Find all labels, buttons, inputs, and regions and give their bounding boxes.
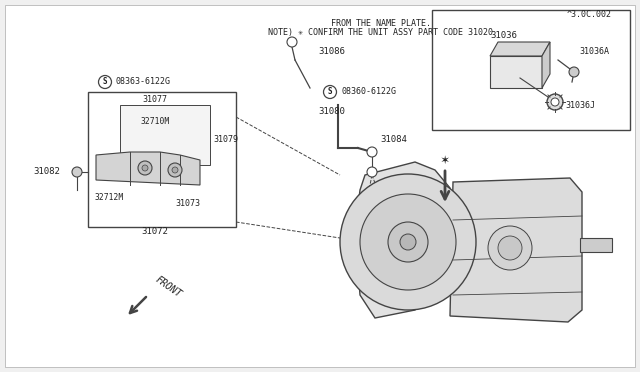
Circle shape xyxy=(287,37,297,47)
Text: 31036A: 31036A xyxy=(579,48,609,57)
Text: 31080: 31080 xyxy=(318,108,345,116)
Polygon shape xyxy=(450,178,582,322)
Circle shape xyxy=(367,167,377,177)
Circle shape xyxy=(323,86,337,99)
Circle shape xyxy=(498,236,522,260)
Circle shape xyxy=(388,222,428,262)
Text: ✶: ✶ xyxy=(441,153,449,167)
Text: 32712M: 32712M xyxy=(95,193,124,202)
Text: 08363-6122G: 08363-6122G xyxy=(116,77,171,87)
Bar xyxy=(580,238,612,252)
Polygon shape xyxy=(96,152,200,185)
Circle shape xyxy=(172,167,178,173)
Circle shape xyxy=(551,98,559,106)
Bar xyxy=(432,10,630,130)
Circle shape xyxy=(72,167,82,177)
Text: 31036J: 31036J xyxy=(565,100,595,109)
Text: 08360-6122G: 08360-6122G xyxy=(341,87,396,96)
Circle shape xyxy=(367,147,377,157)
Text: 31073: 31073 xyxy=(175,199,200,208)
Text: NOTE) ✳ CONFIRM THE UNIT ASSY PART CODE 31020: NOTE) ✳ CONFIRM THE UNIT ASSY PART CODE … xyxy=(268,28,493,37)
Polygon shape xyxy=(490,56,542,88)
Text: 31084: 31084 xyxy=(380,135,407,144)
Polygon shape xyxy=(542,42,550,88)
Text: 31082: 31082 xyxy=(33,167,60,176)
Bar xyxy=(120,105,210,165)
Circle shape xyxy=(400,234,416,250)
Text: 31077: 31077 xyxy=(143,96,168,105)
Polygon shape xyxy=(355,162,455,318)
Text: ^3.0C.002: ^3.0C.002 xyxy=(566,10,611,19)
Text: FROM THE NAME PLATE.: FROM THE NAME PLATE. xyxy=(331,19,431,28)
Circle shape xyxy=(142,165,148,171)
Text: 31036: 31036 xyxy=(491,31,517,39)
Text: 31072: 31072 xyxy=(141,228,168,237)
Circle shape xyxy=(138,161,152,175)
Circle shape xyxy=(547,94,563,110)
Circle shape xyxy=(340,174,476,310)
Text: 31079: 31079 xyxy=(213,135,238,144)
Circle shape xyxy=(569,67,579,77)
Circle shape xyxy=(168,163,182,177)
Circle shape xyxy=(99,76,111,89)
Polygon shape xyxy=(490,42,550,56)
Text: FRONT: FRONT xyxy=(153,275,183,299)
Circle shape xyxy=(360,194,456,290)
Circle shape xyxy=(488,226,532,270)
Text: S: S xyxy=(102,77,108,87)
Bar xyxy=(88,92,236,227)
Text: 32710M: 32710M xyxy=(140,118,170,126)
Text: S: S xyxy=(328,87,332,96)
Text: 31086: 31086 xyxy=(318,48,345,57)
